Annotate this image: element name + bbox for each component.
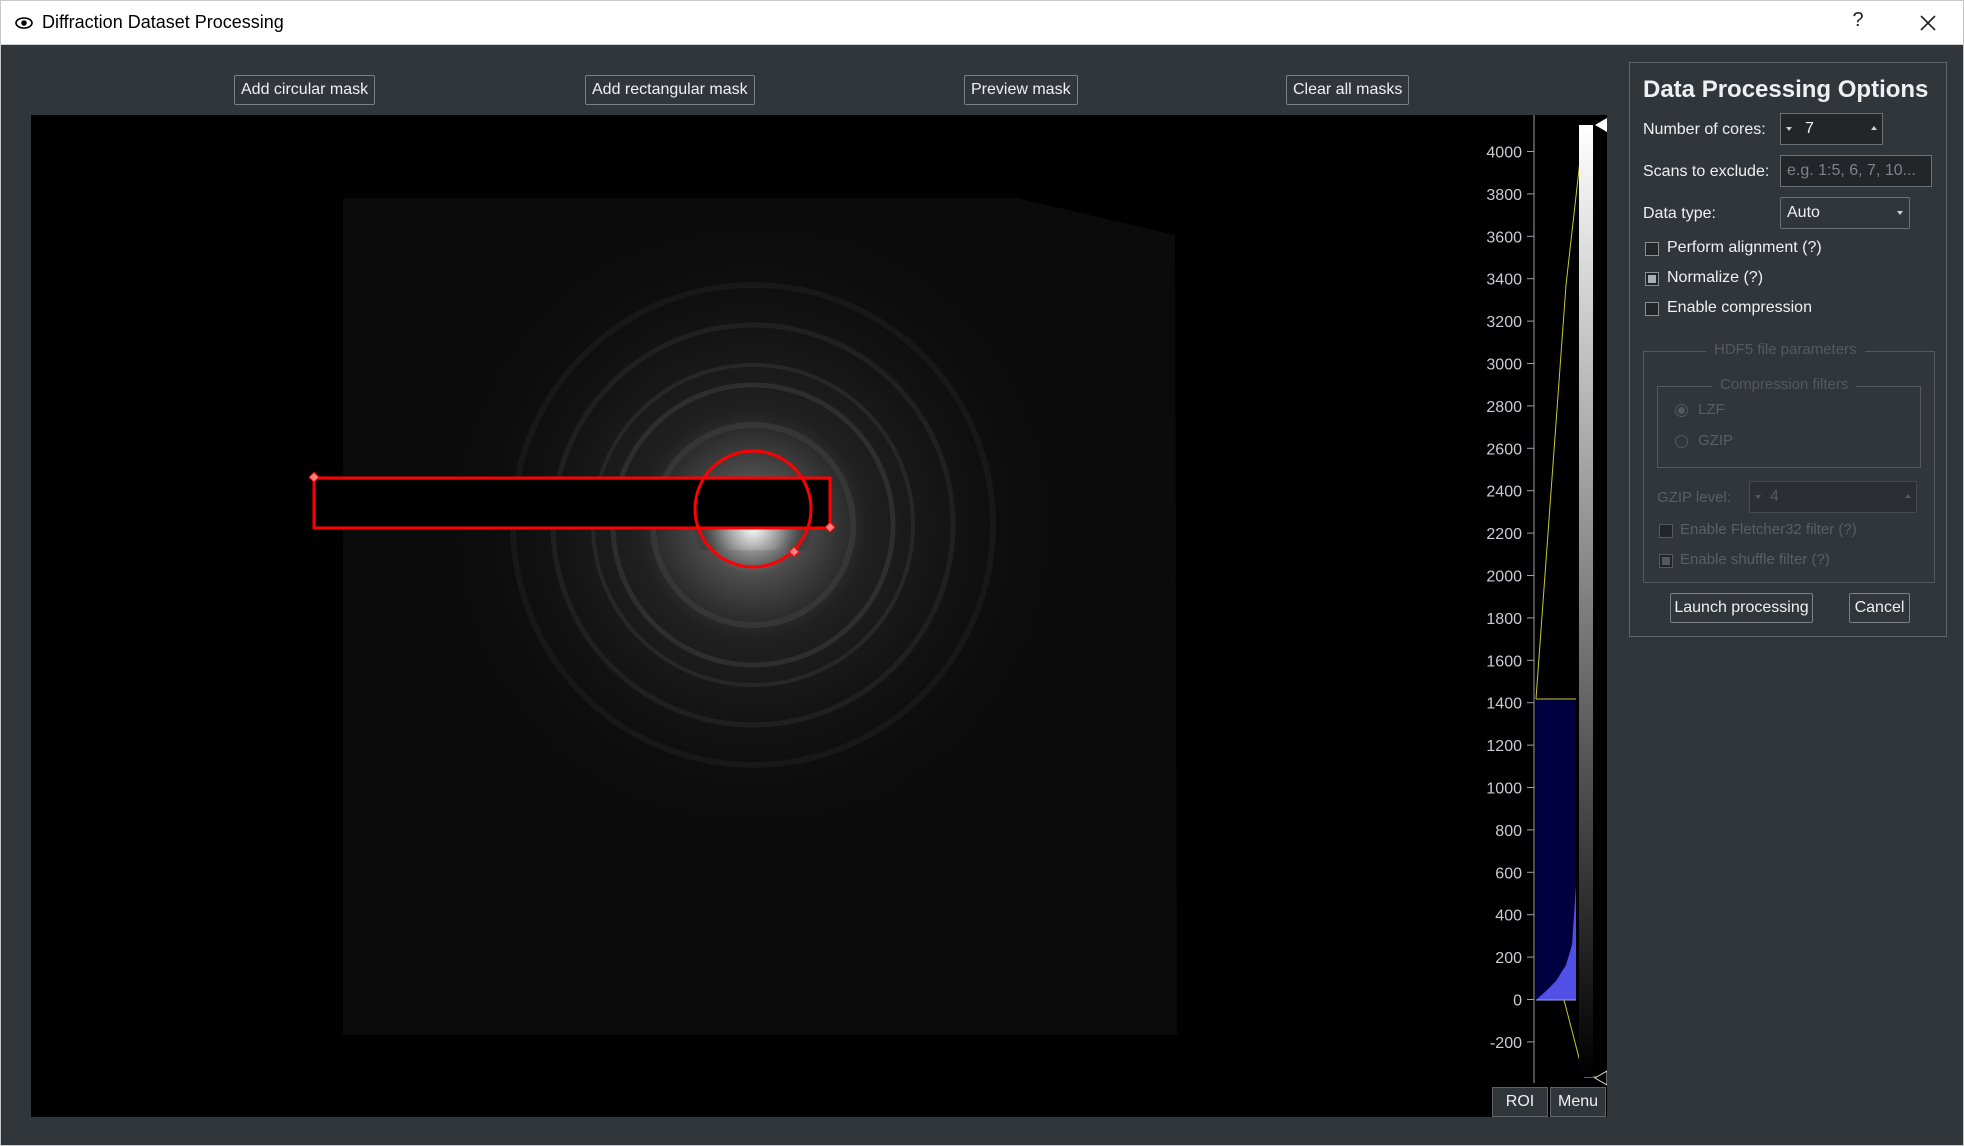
scans-exclude-input[interactable]: e.g. 1:5, 6, 7, 10...	[1780, 155, 1932, 187]
perform-alignment-label[interactable]: Perform alignment (?)	[1667, 239, 1822, 256]
histogram-tick-label: 1400	[1486, 696, 1522, 713]
fletcher32-label: Enable Fletcher32 filter (?)	[1680, 521, 1857, 538]
panel-title: Data Processing Options	[1643, 76, 1929, 103]
normalize-label[interactable]: Normalize (?)	[1667, 269, 1764, 286]
histogram-tick-label: 3000	[1486, 357, 1522, 374]
gzip-radio[interactable]	[1675, 435, 1688, 448]
preview-mask-button[interactable]: Preview mask	[964, 75, 1078, 105]
normalize-checkbox[interactable]	[1645, 272, 1659, 286]
window-title: Diffraction Dataset Processing	[42, 12, 284, 32]
histogram-tick-label: 2400	[1486, 484, 1522, 501]
gzip-label: GZIP	[1698, 432, 1734, 449]
gzip-level-spinbox[interactable]: 4	[1749, 481, 1917, 513]
compression-group-title: Compression filters	[1712, 376, 1857, 393]
cores-spinbox[interactable]: 7	[1780, 113, 1883, 145]
histogram-tick-label: 2200	[1486, 526, 1522, 543]
histogram-tick-label: 3800	[1486, 187, 1522, 204]
perform-alignment-checkbox[interactable]	[1645, 242, 1659, 256]
gzip-level-value: 4	[1770, 488, 1779, 505]
histogram-tick-label: 2800	[1486, 399, 1522, 416]
histogram-tick-label: 600	[1495, 865, 1522, 882]
histogram-tick-label: 1200	[1486, 738, 1522, 755]
increment-icon[interactable]	[1905, 494, 1911, 498]
cores-label: Number of cores:	[1643, 121, 1766, 138]
level-min-handle[interactable]	[1594, 1070, 1607, 1086]
histogram-tick-label: 3400	[1486, 272, 1522, 289]
histogram-tick-label: 1800	[1486, 611, 1522, 628]
histogram-tick-label: 1600	[1486, 653, 1522, 670]
scans-label: Scans to exclude:	[1643, 163, 1770, 180]
close-icon[interactable]	[1911, 9, 1945, 37]
histogram-tick-label: -200	[1490, 1035, 1522, 1052]
decrement-icon[interactable]	[1755, 495, 1761, 499]
histogram-tick-label: 200	[1495, 950, 1522, 967]
increment-icon[interactable]	[1871, 126, 1877, 130]
cancel-button[interactable]: Cancel	[1849, 593, 1910, 623]
image-viewer[interactable]: 4000 3800 3600 3400 3200 3000 2800 2600 2400 2200…	[31, 115, 1607, 1117]
histogram-tick-label: 1000	[1486, 781, 1522, 798]
gzip-level-label: GZIP level:	[1657, 489, 1731, 506]
enable-compression-checkbox[interactable]	[1645, 302, 1659, 316]
histogram-tick-label: 3200	[1486, 314, 1522, 331]
histogram-plot[interactable]	[1535, 124, 1603, 1078]
mask-handle[interactable]	[308, 471, 320, 483]
chevron-down-icon	[1897, 211, 1903, 215]
enable-compression-label[interactable]: Enable compression	[1667, 299, 1812, 316]
cores-value: 7	[1805, 120, 1814, 137]
histogram-tick-label: 800	[1495, 823, 1522, 840]
circular-mask[interactable]	[693, 449, 813, 569]
histogram-tick-label: 4000	[1486, 145, 1522, 162]
decrement-icon[interactable]	[1786, 127, 1792, 131]
level-max-handle[interactable]	[1595, 118, 1607, 132]
lzf-label: LZF	[1698, 401, 1725, 418]
datatype-combobox[interactable]: Auto	[1780, 197, 1910, 229]
shuffle-filter-checkbox[interactable]	[1659, 554, 1673, 568]
gradient-bar[interactable]	[1579, 118, 1607, 1086]
histogram-tick-label: 400	[1495, 908, 1522, 925]
processing-options-panel: Data Processing Options Number of cores:…	[1629, 62, 1947, 637]
lzf-radio[interactable]	[1675, 404, 1688, 417]
add-circular-mask-button[interactable]: Add circular mask	[234, 75, 376, 105]
fletcher32-checkbox[interactable]	[1659, 524, 1673, 538]
rectangular-mask[interactable]	[308, 471, 836, 533]
mask-handle[interactable]	[788, 546, 800, 558]
diffraction-image	[314, 198, 1177, 1035]
shuffle-filter-label: Enable shuffle filter (?)	[1680, 551, 1830, 568]
datatype-label: Data type:	[1643, 205, 1716, 222]
hdf5-group-title: HDF5 file parameters	[1706, 341, 1865, 358]
histogram-tick-label: 2600	[1486, 441, 1522, 458]
histogram-tick-label: 2000	[1486, 569, 1522, 586]
clear-all-masks-button[interactable]: Clear all masks	[1286, 75, 1410, 105]
diffraction-image-canvas[interactable]: 4000380036003400320030002800260024002200…	[31, 115, 1607, 1117]
mask-handle[interactable]	[824, 521, 836, 533]
help-button[interactable]: ?	[1852, 9, 1864, 31]
compression-filters-group: Compression filters LZF GZIP	[1657, 376, 1921, 468]
add-rectangular-mask-button[interactable]: Add rectangular mask	[585, 75, 755, 105]
datatype-value: Auto	[1787, 204, 1820, 221]
title-bar: Diffraction Dataset Processing ?	[1, 1, 1963, 45]
histogram-axis: 4000380036003400320030002800260024002200…	[1486, 115, 1535, 1083]
histogram-tick-label: 0	[1513, 993, 1522, 1010]
menu-button[interactable]: Menu	[1550, 1087, 1606, 1117]
roi-button[interactable]: ROI	[1492, 1087, 1548, 1117]
launch-processing-button[interactable]: Launch processing	[1670, 593, 1813, 623]
eye-icon	[15, 17, 33, 29]
hdf5-parameters-group: HDF5 file parameters Compression filters…	[1643, 341, 1935, 583]
histogram-tick-label: 3600	[1486, 229, 1522, 246]
